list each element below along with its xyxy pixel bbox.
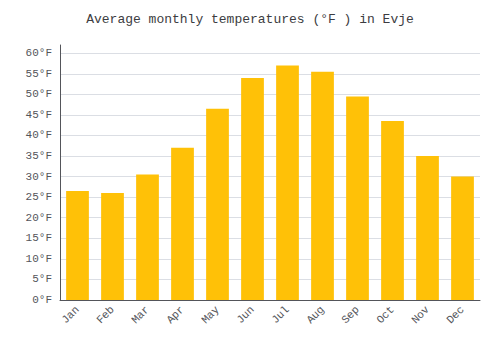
svg-text:Nov: Nov [409, 303, 432, 326]
svg-text:5°F: 5°F [32, 273, 52, 285]
svg-text:25°F: 25°F [26, 191, 52, 203]
svg-text:10°F: 10°F [26, 253, 52, 265]
svg-text:45°F: 45°F [26, 109, 52, 121]
svg-text:Oct: Oct [374, 304, 396, 326]
svg-text:Dec: Dec [444, 304, 466, 326]
svg-text:Apr: Apr [164, 304, 186, 326]
svg-text:Jan: Jan [59, 304, 81, 326]
svg-text:55°F: 55°F [26, 68, 52, 80]
svg-text:Aug: Aug [304, 304, 326, 326]
svg-text:30°F: 30°F [26, 171, 52, 183]
svg-text:Jun: Jun [234, 304, 256, 326]
svg-text:0°F: 0°F [32, 294, 52, 306]
svg-text:May: May [199, 303, 222, 326]
svg-text:20°F: 20°F [26, 212, 52, 224]
svg-text:Jul: Jul [269, 304, 291, 326]
svg-text:60°F: 60°F [26, 47, 52, 59]
svg-text:Sep: Sep [339, 304, 361, 326]
svg-text:50°F: 50°F [26, 88, 52, 100]
svg-text:15°F: 15°F [26, 232, 52, 244]
svg-text:35°F: 35°F [26, 150, 52, 162]
svg-text:Mar: Mar [129, 304, 151, 326]
svg-text:Feb: Feb [94, 304, 116, 326]
svg-text:Average monthly temperatures (: Average monthly temperatures (°F ) in Ev… [86, 12, 414, 27]
svg-text:40°F: 40°F [26, 129, 52, 141]
